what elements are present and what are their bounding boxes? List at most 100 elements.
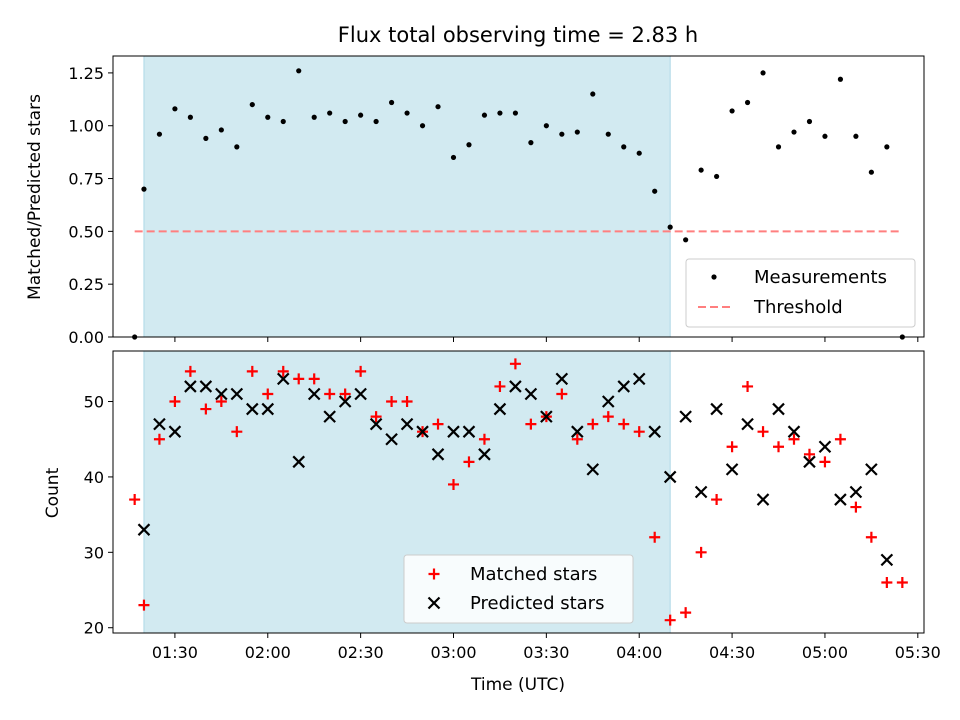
top-y-tick-label: 0.50 — [68, 222, 104, 241]
matched-star-point — [788, 433, 800, 445]
predicted-star-point — [803, 455, 816, 469]
measurement-point — [605, 131, 611, 137]
matched-star-point — [324, 388, 336, 400]
measurement-point — [141, 186, 147, 192]
top-y-axis-label: Matched/Predicted stars — [25, 94, 45, 300]
predicted-star-point — [416, 425, 429, 438]
measurement-point — [868, 169, 874, 175]
measurement-point — [590, 91, 596, 97]
top-legend-box — [685, 258, 916, 328]
matched-star-point — [602, 411, 614, 423]
predicted-star-point — [772, 402, 785, 416]
top-y-tick-label: 1.25 — [68, 64, 104, 83]
matched-star-point — [509, 358, 521, 370]
measurement-point — [744, 99, 751, 106]
predicted-star-point — [818, 440, 832, 454]
matched-star-point — [153, 433, 165, 445]
predicted-star-point — [292, 455, 306, 469]
predicted-star-point — [834, 493, 847, 506]
predicted-star-point — [215, 387, 228, 401]
measurement-point — [481, 112, 488, 118]
matched-star-point — [215, 396, 227, 408]
top-y-tick-label: 0.75 — [68, 170, 104, 189]
predicted-star-point — [369, 417, 383, 431]
matched-star-point — [773, 441, 785, 453]
predicted-star-point — [385, 432, 398, 446]
measurement-point — [822, 133, 828, 139]
predicted-star-point — [431, 448, 445, 461]
matched-star-point — [138, 599, 150, 611]
predicted-star-point — [400, 417, 414, 431]
matched-star-point — [834, 433, 846, 445]
measurement-point — [280, 118, 286, 125]
matched-star-point — [370, 411, 382, 423]
legend-measurements-marker — [711, 274, 717, 280]
measurement-point — [265, 114, 271, 120]
measurement-point — [249, 101, 255, 108]
bottom-x-tick-label: 02:00 — [245, 643, 291, 662]
predicted-star-point — [632, 372, 646, 386]
predicted-star-point — [694, 485, 708, 499]
matched-star-point — [463, 456, 475, 468]
top-shaded-region — [143, 55, 671, 338]
predicted-star-point — [586, 463, 600, 476]
predicted-star-point — [478, 448, 491, 461]
bottom-x-tick-label: 01:30 — [152, 643, 198, 662]
predicted-star-point — [555, 372, 569, 386]
matched-star-point — [308, 373, 320, 385]
x-axis-label: Time (UTC) — [470, 675, 565, 695]
matched-star-point — [633, 426, 645, 438]
measurement-point — [698, 167, 704, 173]
bottom-y-tick-label: 30 — [84, 543, 104, 562]
matched-star-point — [726, 441, 738, 453]
top-y-tick-label: 0.25 — [68, 275, 104, 294]
bottom-x-tick-label: 04:00 — [616, 643, 662, 662]
matched-star-point — [184, 365, 196, 377]
predicted-star-point — [571, 425, 584, 438]
measurement-point — [388, 99, 395, 106]
measurement-point — [528, 140, 534, 146]
measurement-point — [667, 224, 673, 230]
bottom-x-tick-label: 05:30 — [895, 643, 941, 662]
measurement-point — [543, 123, 549, 129]
top-panel: 0.00 0.25 0.50 0.75 1.00 1.25 Measurements Thre… — [68, 55, 925, 347]
measurement-point — [853, 133, 859, 139]
measurement-point — [683, 237, 689, 243]
matched-star-point — [757, 426, 769, 438]
bottom-legend-box — [403, 554, 634, 624]
predicted-star-point — [710, 402, 723, 416]
predicted-star-point — [648, 425, 661, 438]
measurement-point — [729, 108, 735, 114]
predicted-star-point — [168, 425, 182, 438]
matched-star-point — [293, 373, 305, 385]
predicted-star-point — [354, 387, 367, 401]
predicted-star-point — [246, 402, 259, 416]
measurement-point — [358, 112, 364, 118]
measurement-point — [806, 118, 813, 125]
predicted-star-point — [462, 425, 476, 438]
measurement-point — [404, 110, 410, 116]
predicted-star-point — [153, 417, 166, 431]
bottom-panel: 20 30 40 50 01:30 02:00 02:30 03:00 03:30 04:00 04… — [84, 350, 941, 662]
bottom-x-tick-label: 02:30 — [338, 643, 384, 662]
predicted-star-point — [601, 395, 615, 408]
measurement-point — [342, 118, 348, 125]
matched-star-point — [432, 418, 444, 430]
predicted-star-point — [230, 387, 244, 401]
matched-star-point — [742, 380, 754, 392]
matched-star-point — [618, 418, 630, 430]
predicted-star-point — [663, 470, 677, 484]
predicted-star-point — [880, 553, 894, 567]
matched-star-point — [680, 607, 692, 619]
matched-star-point — [169, 396, 181, 408]
matched-star-point — [386, 396, 398, 408]
predicted-star-point — [787, 425, 801, 438]
matched-star-point — [649, 531, 661, 543]
measurement-point — [450, 154, 457, 161]
matched-star-point — [664, 614, 676, 626]
predicted-star-point — [849, 485, 863, 499]
matched-star-point — [262, 388, 274, 400]
measurement-point — [652, 188, 658, 194]
predicted-star-point — [725, 463, 739, 476]
